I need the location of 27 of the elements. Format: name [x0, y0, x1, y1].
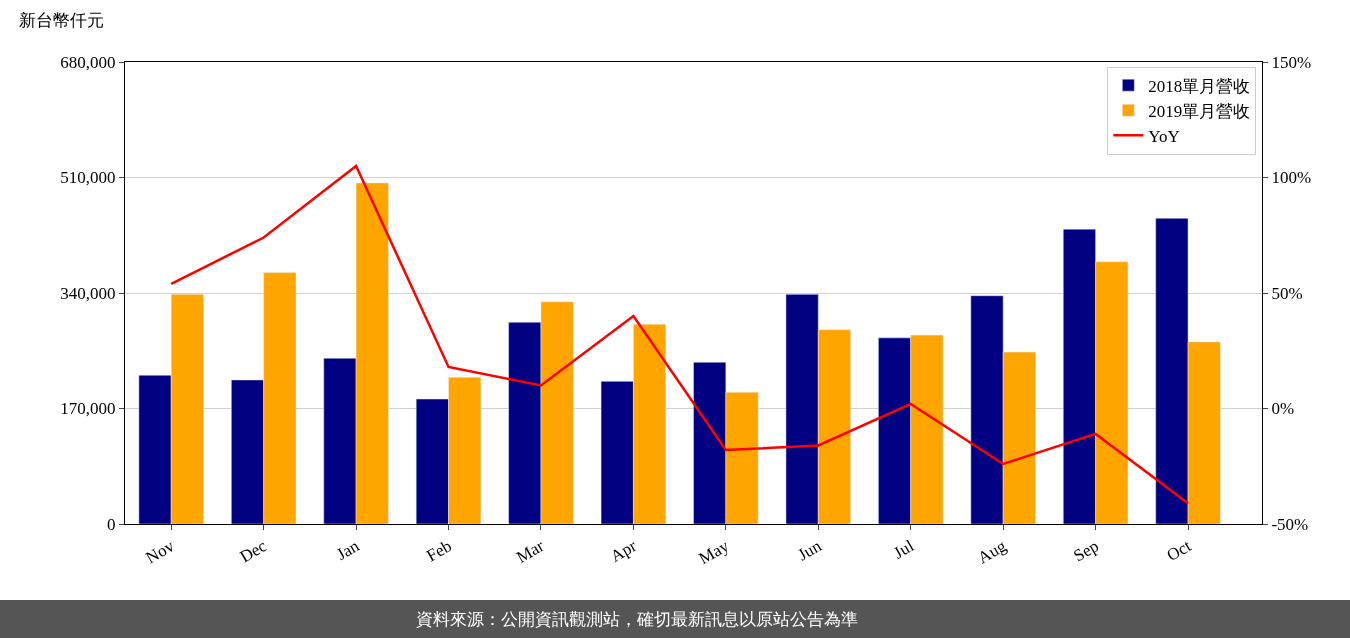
y-tick-label: 340,000 — [60, 283, 116, 303]
x-tick-label: Jul — [890, 536, 918, 563]
legend-label: YoY — [1148, 127, 1180, 146]
x-tick-label: Feb — [423, 536, 455, 566]
x-tick-label: Apr — [607, 536, 640, 566]
y2-tick-label: 100% — [1271, 168, 1312, 188]
y2-tick-label: -50% — [1271, 514, 1309, 534]
y2-tick-label: 0% — [1271, 399, 1295, 419]
legend-label: 2018單月營收 — [1148, 76, 1251, 96]
x-tick-label: Jun — [794, 536, 825, 565]
y-tick-label: 170,000 — [60, 399, 116, 419]
y2-tick-label: 150% — [1271, 52, 1312, 72]
x-tick-label: Mar — [513, 536, 548, 567]
x-tick-label: Jan — [333, 536, 363, 565]
y-tick-label: 510,000 — [60, 168, 116, 188]
x-tick-label: Aug — [974, 536, 1010, 568]
y-tick-label: 0 — [107, 514, 116, 534]
source-note: 資料來源：公開資訊觀測站，確切最新訊息以原站公告為準 — [416, 610, 858, 629]
x-tick-label: Sep — [1070, 536, 1102, 566]
y2-tick-label: 50% — [1271, 283, 1303, 303]
x-tick-label: Dec — [236, 536, 271, 567]
x-tick-label: Oct — [1163, 536, 1195, 565]
x-tick-label: Nov — [142, 536, 178, 568]
x-tick-label: May — [695, 536, 733, 569]
y-tick-label: 680,000 — [60, 52, 116, 72]
legend-label: 2019單月營收 — [1148, 101, 1251, 121]
y-axis-title: 新台幣仟元 — [19, 11, 104, 30]
